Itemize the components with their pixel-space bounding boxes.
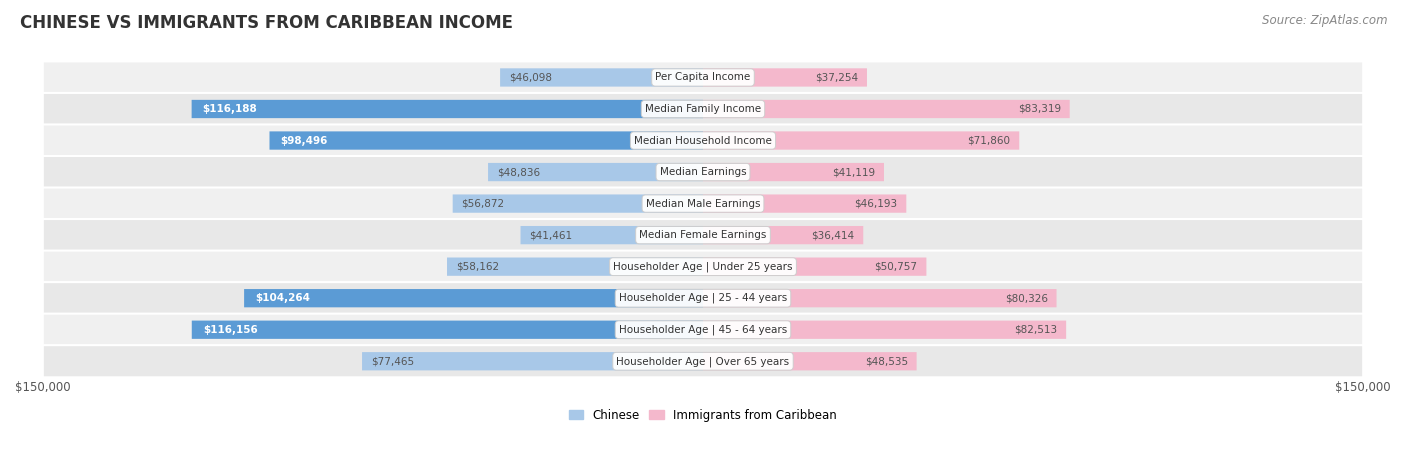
Text: $80,326: $80,326: [1005, 293, 1047, 303]
FancyBboxPatch shape: [42, 61, 1364, 93]
Text: $48,836: $48,836: [496, 167, 540, 177]
FancyBboxPatch shape: [42, 282, 1364, 314]
Text: $56,872: $56,872: [461, 198, 505, 209]
FancyBboxPatch shape: [191, 320, 703, 339]
FancyBboxPatch shape: [245, 289, 703, 307]
Text: $116,188: $116,188: [202, 104, 257, 114]
Text: Median Female Earnings: Median Female Earnings: [640, 230, 766, 240]
Text: $82,513: $82,513: [1014, 325, 1057, 335]
Text: $36,414: $36,414: [811, 230, 855, 240]
Text: Householder Age | 45 - 64 years: Householder Age | 45 - 64 years: [619, 325, 787, 335]
FancyBboxPatch shape: [703, 163, 884, 181]
Legend: Chinese, Immigrants from Caribbean: Chinese, Immigrants from Caribbean: [569, 409, 837, 422]
Text: $83,319: $83,319: [1018, 104, 1062, 114]
Text: $58,162: $58,162: [456, 262, 499, 272]
FancyBboxPatch shape: [363, 352, 703, 370]
FancyBboxPatch shape: [703, 320, 1066, 339]
Text: $46,193: $46,193: [855, 198, 897, 209]
FancyBboxPatch shape: [703, 194, 907, 213]
FancyBboxPatch shape: [703, 131, 1019, 150]
FancyBboxPatch shape: [447, 257, 703, 276]
Text: Median Male Earnings: Median Male Earnings: [645, 198, 761, 209]
Text: Householder Age | 25 - 44 years: Householder Age | 25 - 44 years: [619, 293, 787, 304]
FancyBboxPatch shape: [703, 352, 917, 370]
FancyBboxPatch shape: [270, 131, 703, 150]
FancyBboxPatch shape: [42, 345, 1364, 377]
FancyBboxPatch shape: [42, 156, 1364, 188]
Text: $77,465: $77,465: [371, 356, 413, 366]
Text: $50,757: $50,757: [875, 262, 918, 272]
FancyBboxPatch shape: [501, 68, 703, 86]
FancyBboxPatch shape: [703, 226, 863, 244]
FancyBboxPatch shape: [520, 226, 703, 244]
FancyBboxPatch shape: [703, 257, 927, 276]
FancyBboxPatch shape: [488, 163, 703, 181]
FancyBboxPatch shape: [42, 188, 1364, 219]
Text: Householder Age | Over 65 years: Householder Age | Over 65 years: [616, 356, 790, 367]
Text: $48,535: $48,535: [865, 356, 908, 366]
Text: $46,098: $46,098: [509, 72, 553, 83]
FancyBboxPatch shape: [703, 68, 868, 86]
Text: $71,860: $71,860: [967, 135, 1011, 146]
FancyBboxPatch shape: [703, 289, 1056, 307]
Text: Median Family Income: Median Family Income: [645, 104, 761, 114]
FancyBboxPatch shape: [42, 93, 1364, 125]
Text: $37,254: $37,254: [815, 72, 858, 83]
Text: Per Capita Income: Per Capita Income: [655, 72, 751, 83]
FancyBboxPatch shape: [191, 100, 703, 118]
Text: Source: ZipAtlas.com: Source: ZipAtlas.com: [1263, 14, 1388, 27]
Text: Median Earnings: Median Earnings: [659, 167, 747, 177]
Text: $104,264: $104,264: [254, 293, 311, 303]
Text: Median Household Income: Median Household Income: [634, 135, 772, 146]
Text: $41,461: $41,461: [529, 230, 572, 240]
FancyBboxPatch shape: [453, 194, 703, 213]
FancyBboxPatch shape: [42, 314, 1364, 346]
Text: Householder Age | Under 25 years: Householder Age | Under 25 years: [613, 262, 793, 272]
Text: $41,119: $41,119: [832, 167, 875, 177]
FancyBboxPatch shape: [42, 219, 1364, 251]
FancyBboxPatch shape: [42, 124, 1364, 156]
Text: $98,496: $98,496: [281, 135, 328, 146]
FancyBboxPatch shape: [703, 100, 1070, 118]
Text: CHINESE VS IMMIGRANTS FROM CARIBBEAN INCOME: CHINESE VS IMMIGRANTS FROM CARIBBEAN INC…: [20, 14, 513, 32]
FancyBboxPatch shape: [42, 251, 1364, 283]
Text: $116,156: $116,156: [202, 325, 257, 335]
